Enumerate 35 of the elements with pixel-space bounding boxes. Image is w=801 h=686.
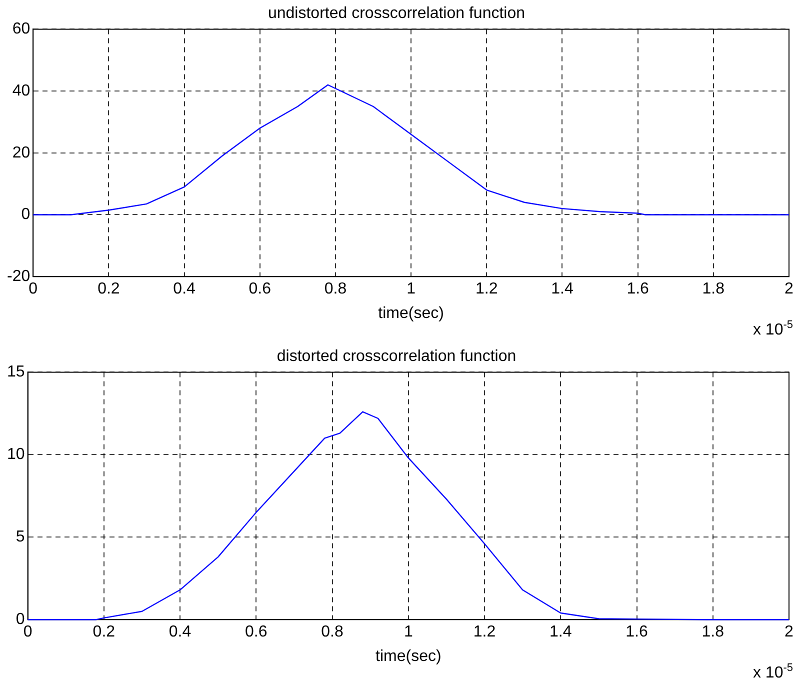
text: x 10$^{-5}$ <box>752 662 793 682</box>
y-tick-label: 40 <box>12 82 30 100</box>
x-tick-label: 1 <box>404 624 413 641</box>
x-tick-label: 2 <box>784 280 794 298</box>
x-tick-label: 1.6 <box>626 280 650 298</box>
x-tick-label: 0.2 <box>98 280 120 298</box>
y-tick-label: 15 <box>7 364 25 381</box>
y-tick-label: 5 <box>16 528 25 546</box>
x-tick-label: 1 <box>406 280 416 298</box>
x-tick-label: 0.6 <box>245 624 268 641</box>
x-tick-label: 1.4 <box>550 624 572 641</box>
y-tick-label: 20 <box>12 144 30 162</box>
x-axis-title: time(sec) <box>378 304 444 322</box>
y-tick-label: 10 <box>7 446 25 464</box>
x-tick-label: 1.4 <box>551 280 574 298</box>
x-tick-label: 1.2 <box>476 280 498 298</box>
chart-title: undistorted crosscorrelation function <box>268 5 526 22</box>
x-tick-label: 0.2 <box>92 624 116 641</box>
y-tick-label: 0 <box>16 611 25 628</box>
x-tick-label: 2 <box>784 624 794 641</box>
x-tick-label: 1.2 <box>473 624 496 641</box>
x-tick-label: 1.8 <box>702 280 725 298</box>
text: x 10$^{-5}$ <box>752 318 793 339</box>
x-tick-label: 1.8 <box>702 624 724 641</box>
y-tick-label: 60 <box>12 20 30 38</box>
x-tick-label: 0.8 <box>321 624 344 641</box>
x-tick-label: 0.8 <box>324 280 347 298</box>
x-tick-label: 1.6 <box>626 624 648 641</box>
y-tick-label: -20 <box>7 268 30 286</box>
chart-title: distorted crosscorrelation function <box>276 348 516 366</box>
x-axis-title: time(sec) <box>376 648 442 665</box>
x-tick-label: 0.4 <box>168 624 192 641</box>
y-tick-label: 0 <box>21 206 30 224</box>
x-tick-label: 0.4 <box>173 280 196 298</box>
x-tick-label: 0.6 <box>248 280 272 298</box>
